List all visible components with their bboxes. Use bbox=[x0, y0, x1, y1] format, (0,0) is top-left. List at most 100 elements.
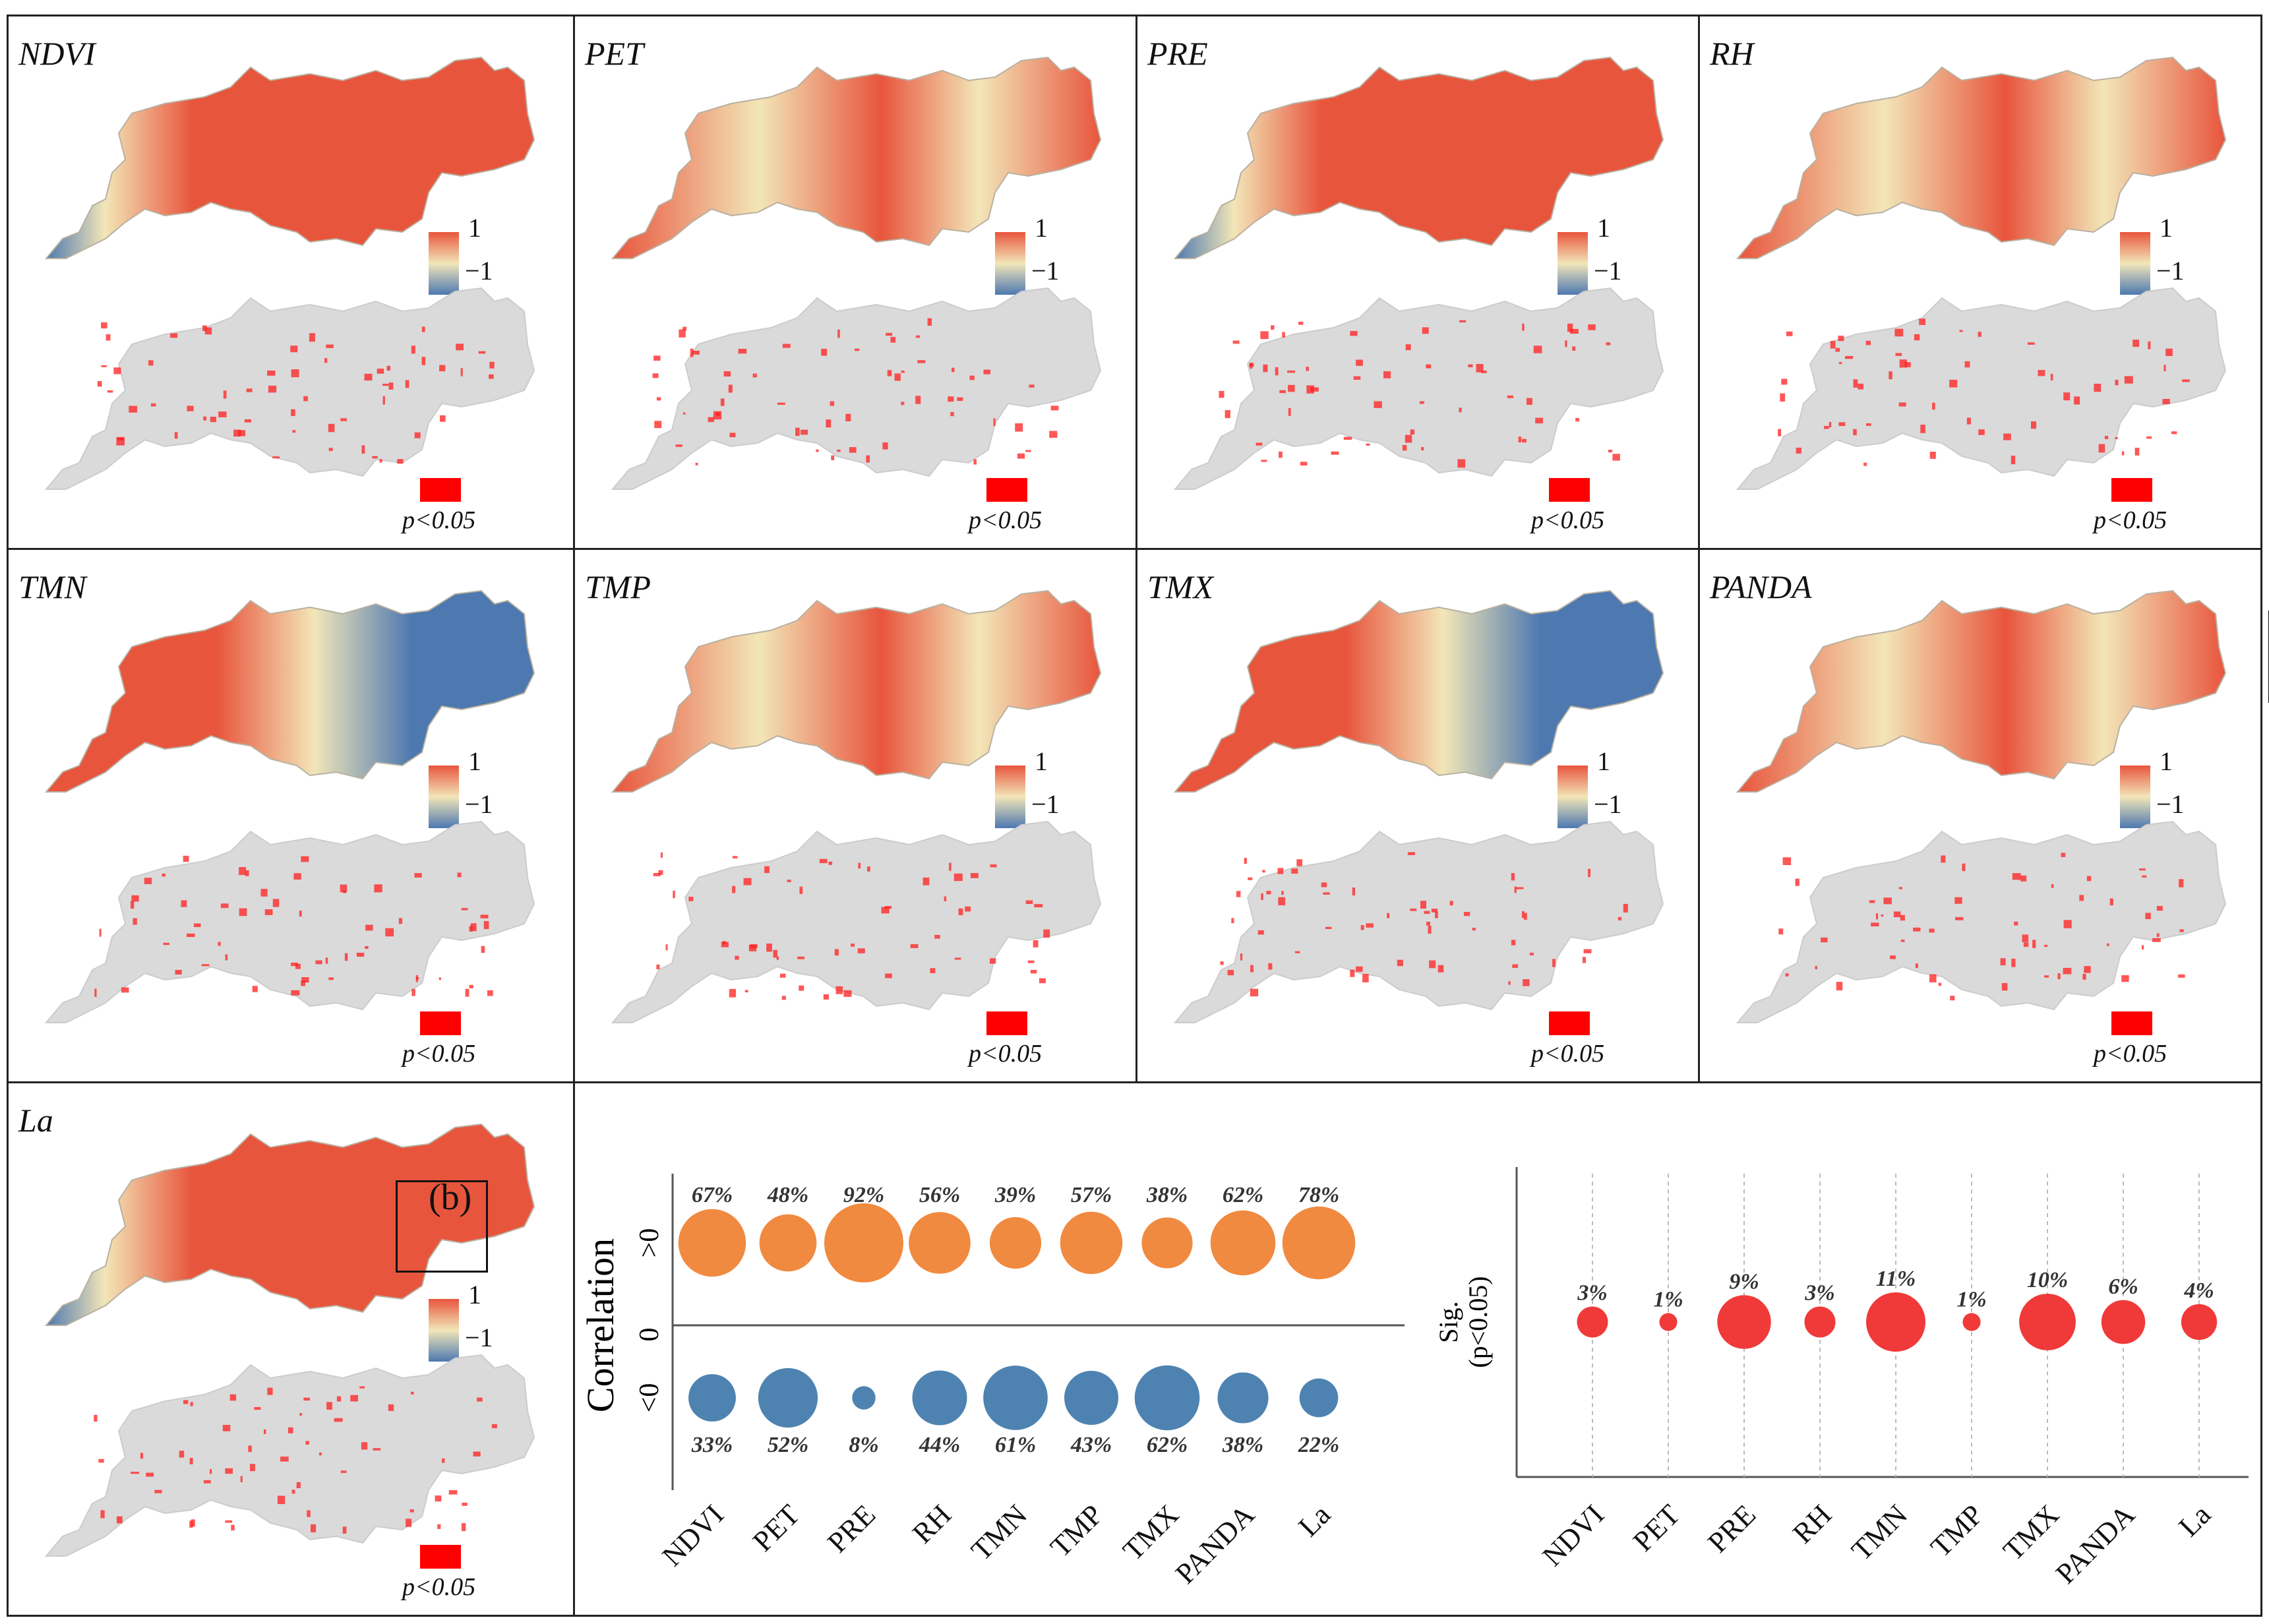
significance-legend-swatch bbox=[986, 1011, 1027, 1035]
x-tick-panda: PANDA bbox=[2049, 1498, 2141, 1590]
x-tick-ndvi: NDVI bbox=[656, 1498, 730, 1572]
bubble-positive-tmp bbox=[1060, 1211, 1123, 1275]
bubble-positive-tmx bbox=[1141, 1217, 1193, 1269]
x-tick-pre: PRE bbox=[821, 1498, 882, 1559]
bubble-negative-tmn bbox=[983, 1366, 1048, 1430]
colorbar bbox=[995, 766, 1025, 828]
x-tick-pet: PET bbox=[1627, 1498, 1686, 1557]
significance-legend-swatch bbox=[2111, 478, 2152, 502]
significance-legend-swatch bbox=[420, 1011, 461, 1035]
colorbar-high-label: 1 bbox=[1035, 213, 1048, 243]
x-tick-la: La bbox=[1292, 1498, 1337, 1542]
bubble-sig-rh bbox=[1804, 1306, 1836, 1338]
y-axis-label: Correlation bbox=[579, 1238, 622, 1412]
colorbar-low-label: −1 bbox=[465, 789, 493, 819]
colorbar-high-label: 1 bbox=[1597, 213, 1610, 243]
label-sig-tmp: 1% bbox=[1956, 1287, 1986, 1311]
bubble-positive-la bbox=[1282, 1206, 1356, 1280]
x-tick-ndvi: NDVI bbox=[1536, 1498, 1610, 1572]
x-tick-tmx: TMX bbox=[1997, 1498, 2065, 1567]
colorbar-low-label: −1 bbox=[465, 256, 493, 286]
colorbar-low-label: −1 bbox=[1594, 789, 1622, 819]
significance-legend-label: p<0.05 bbox=[2094, 506, 2167, 534]
correlation-map-tmx bbox=[1173, 589, 1664, 828]
colorbar-low-label: −1 bbox=[2156, 789, 2185, 819]
bubble-sig-tmn bbox=[1866, 1292, 1925, 1352]
label-negative-tmx: 62% bbox=[1147, 1433, 1188, 1457]
label-sig-pre: 9% bbox=[1729, 1269, 1759, 1294]
colorbar bbox=[995, 232, 1025, 295]
y-axis-label-2: (p<0.05) bbox=[1463, 1276, 1493, 1368]
label-negative-pet: 52% bbox=[768, 1433, 808, 1457]
colorbar bbox=[429, 1299, 459, 1362]
bubble-negative-pre bbox=[852, 1386, 876, 1410]
colorbar-high-label: 1 bbox=[468, 1280, 481, 1309]
panel-title-ndvi: NDVI bbox=[18, 35, 96, 72]
bubble-positive-ndvi bbox=[678, 1209, 746, 1277]
bubble-sig-panda bbox=[2101, 1300, 2146, 1344]
correlation-map-panda bbox=[1736, 589, 2227, 828]
colorbar-high-label: 1 bbox=[2160, 746, 2173, 776]
significance-legend-label: p<0.05 bbox=[969, 506, 1043, 534]
significance-legend-swatch bbox=[1549, 478, 1590, 502]
significance-legend-label: p<0.05 bbox=[969, 1040, 1043, 1068]
significance-map-panda bbox=[1736, 820, 2227, 1023]
significance-legend-label: p<0.05 bbox=[2094, 1040, 2167, 1068]
significance-map-tmn bbox=[44, 820, 535, 1023]
label-sig-tmn: 11% bbox=[1876, 1267, 1916, 1291]
bubble-negative-pet bbox=[758, 1368, 818, 1428]
x-tick-panda: PANDA bbox=[1169, 1498, 1261, 1590]
bubble-sig-tmx bbox=[2019, 1294, 2076, 1350]
label-positive-la: 78% bbox=[1298, 1183, 1339, 1207]
colorbar-high-label: 1 bbox=[1597, 746, 1610, 776]
bubble-positive-rh bbox=[909, 1212, 971, 1274]
significance-legend-swatch bbox=[420, 478, 461, 502]
correlation-bubble-chart: Correlation >0 <0 0 67% 33% NDVI 48% 52% PET 92% 8%… bbox=[579, 1174, 1405, 1590]
panel-title-rh: RH bbox=[1710, 35, 1754, 72]
significance-map-tmx bbox=[1173, 820, 1664, 1023]
label-positive-tmx: 38% bbox=[1146, 1183, 1188, 1207]
colorbar-low-label: −1 bbox=[1594, 256, 1622, 286]
label-positive-tmp: 57% bbox=[1071, 1183, 1112, 1207]
x-tick-tmn: TMN bbox=[1845, 1498, 1914, 1567]
bubble-negative-ndvi bbox=[688, 1374, 736, 1422]
label-sig-la: 4% bbox=[2183, 1278, 2214, 1303]
x-tick-pre: PRE bbox=[1701, 1498, 1762, 1559]
colorbar bbox=[2120, 232, 2150, 295]
bubble-sig-pet bbox=[1659, 1313, 1678, 1331]
bubble-sig-pre bbox=[1717, 1295, 1771, 1349]
bubble-negative-tmp bbox=[1064, 1370, 1119, 1426]
label-negative-la: 22% bbox=[1298, 1433, 1339, 1457]
inset-box-label: (b) bbox=[429, 1177, 472, 1218]
label-negative-tmp: 43% bbox=[1070, 1433, 1112, 1457]
label-positive-pre: 92% bbox=[843, 1183, 884, 1207]
row-label-positive: >0 bbox=[634, 1228, 665, 1258]
bubble-positive-pet bbox=[759, 1214, 817, 1272]
x-tick-tmp: TMP bbox=[1044, 1498, 1109, 1563]
colorbar-low-label: −1 bbox=[1031, 789, 1060, 819]
significance-legend-swatch bbox=[420, 1545, 461, 1569]
significance-legend-label: p<0.05 bbox=[402, 1573, 476, 1601]
significance-bubble-chart: Sig. (p<0.05) 3% NDVI 1% PET 9% PRE 3% RH 11% TMN 1%… bbox=[1434, 1167, 2249, 1590]
label-positive-tmn: 39% bbox=[994, 1183, 1036, 1207]
bubble-negative-la bbox=[1299, 1378, 1339, 1418]
significance-legend-swatch bbox=[1549, 1011, 1590, 1035]
x-tick-la: La bbox=[2173, 1498, 2217, 1542]
correlation-map-pre bbox=[1173, 56, 1664, 295]
colorbar-low-label: −1 bbox=[465, 1323, 493, 1352]
chart-frame bbox=[573, 1081, 2262, 1617]
significance-legend-swatch bbox=[986, 478, 1027, 502]
correlation-map-ndvi bbox=[44, 56, 535, 295]
correlation-map-la bbox=[44, 1123, 535, 1362]
significance-map-rh bbox=[1736, 287, 2227, 490]
inset-box bbox=[396, 1180, 488, 1273]
label-positive-ndvi: 67% bbox=[692, 1183, 733, 1207]
correlation-map-tmn bbox=[44, 589, 535, 828]
label-positive-pet: 48% bbox=[767, 1183, 808, 1207]
row-label-zero: 0 bbox=[634, 1328, 665, 1342]
significance-legend-label: p<0.05 bbox=[1531, 506, 1605, 534]
significance-map-pre bbox=[1173, 287, 1664, 490]
correlation-map-pet bbox=[611, 56, 1102, 295]
x-tick-pet: PET bbox=[746, 1498, 806, 1557]
label-negative-rh: 44% bbox=[919, 1433, 960, 1457]
